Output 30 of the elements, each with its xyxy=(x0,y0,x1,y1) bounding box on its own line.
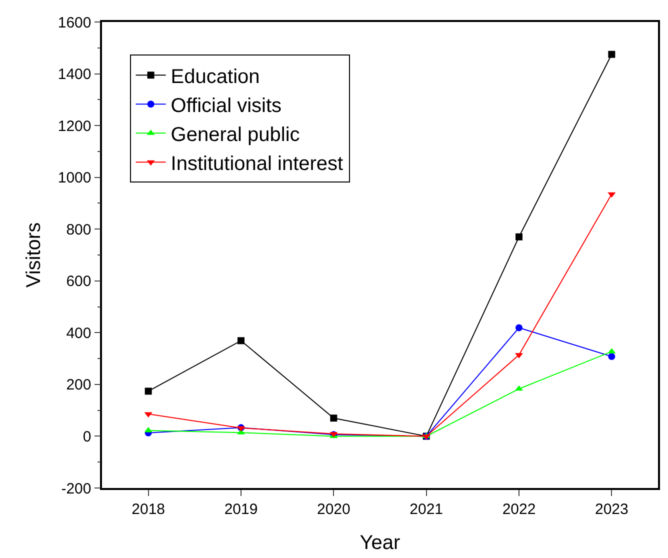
y-tick-label: 1200 xyxy=(58,118,92,135)
legend-label: Education xyxy=(170,66,260,88)
y-tick-label: 400 xyxy=(66,324,92,342)
point xyxy=(516,233,522,240)
legend-label: Institutional interest xyxy=(170,152,344,175)
point xyxy=(608,50,616,58)
point xyxy=(516,324,522,332)
x-tick-label: 2022 xyxy=(502,500,536,518)
x-axis-title: Year xyxy=(360,532,401,554)
y-axis-title: Visitors xyxy=(22,222,45,288)
legend-label: Official visits xyxy=(170,94,282,117)
x-tick-label: 2019 xyxy=(224,500,258,518)
point xyxy=(608,352,616,360)
y-tick-label: -200 xyxy=(61,480,92,498)
y-tick-label: 1600 xyxy=(58,14,92,32)
y-tick-label: 600 xyxy=(66,273,92,290)
x-tick-label: 2018 xyxy=(132,500,166,518)
y-tick-label: 1400 xyxy=(58,66,92,84)
y-tick-label: 1000 xyxy=(58,170,92,187)
y-tick-label: 800 xyxy=(66,221,92,238)
point xyxy=(144,388,152,395)
x-tick-label: 2021 xyxy=(410,500,444,518)
y-tick-label: 200 xyxy=(66,376,92,394)
point xyxy=(330,414,338,422)
point xyxy=(608,192,616,198)
point xyxy=(238,337,244,344)
legend-label: General public xyxy=(170,124,300,146)
x-tick-label: 2020 xyxy=(316,500,350,518)
y-tick-label: 0 xyxy=(82,428,92,446)
x-tick-label: 2023 xyxy=(594,500,628,518)
